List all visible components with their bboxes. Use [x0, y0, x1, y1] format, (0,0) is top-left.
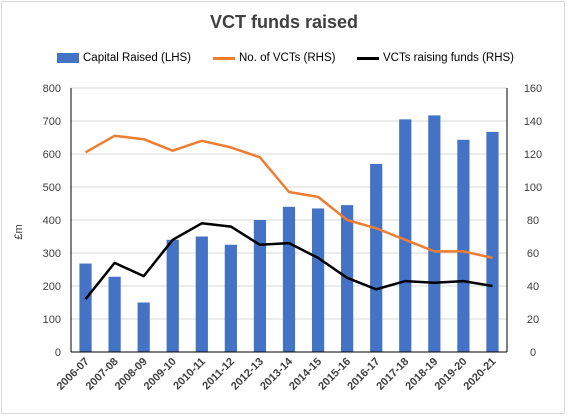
y-tick-label-left: 600 [43, 149, 61, 161]
series-line [84, 222, 493, 300]
y-tick-label-left: 100 [43, 314, 61, 326]
y-tick-label-right: 100 [524, 182, 542, 194]
legend-swatch-no-of-vcts [213, 56, 235, 60]
legend-swatch-capital-raised [57, 53, 79, 63]
bar [253, 220, 267, 352]
y-tick-label-right: 0 [530, 347, 536, 359]
legend-item-vcts-raising-funds: VCTs raising funds (RHS) [357, 52, 514, 64]
y-tick-label-right: 20 [527, 314, 539, 326]
legend-label-capital-raised: Capital Raised (LHS) [83, 52, 192, 64]
y-tick-label-left: 500 [43, 182, 61, 194]
x-tick-label: 2020-21 [462, 356, 499, 393]
bar [311, 208, 325, 352]
bar [486, 131, 499, 352]
bar [195, 236, 208, 352]
y-tick-label-right: 140 [524, 116, 542, 128]
bar [79, 263, 92, 352]
series-line [84, 134, 493, 260]
legend-label-no-of-vcts: No. of VCTs (RHS) [239, 52, 336, 64]
y-tick-label-left: 400 [43, 215, 61, 227]
bar [457, 139, 470, 352]
chart-legend: Capital Raised (LHS) No. of VCTs (RHS) V… [0, 52, 568, 68]
legend-item-capital-raised: Capital Raised (LHS) [57, 52, 191, 64]
bar [399, 119, 412, 352]
y-tick-label-left: 200 [43, 281, 61, 293]
legend-swatch-vcts-raising-funds [357, 56, 379, 60]
bar [137, 302, 150, 352]
y-axis-label: £m [13, 224, 25, 239]
y-tick-label-right: 160 [524, 83, 542, 95]
bar [108, 276, 121, 352]
y-tick-label-right: 60 [527, 248, 539, 260]
bar [282, 206, 296, 352]
legend-item-no-of-vcts: No. of VCTs (RHS) [213, 52, 336, 64]
bar [428, 115, 441, 352]
legend-label-vcts-raising-funds: VCTs raising funds (RHS) [383, 52, 515, 64]
y-tick-label-right: 80 [527, 215, 539, 227]
y-tick-label-left: 300 [43, 248, 61, 260]
y-tick-label-left: 800 [43, 83, 61, 95]
y-tick-label-left: 0 [55, 347, 61, 359]
bar [224, 244, 237, 352]
y-tick-label-right: 40 [527, 281, 539, 293]
y-tick-label-right: 120 [524, 149, 542, 161]
bar [370, 163, 383, 352]
bar [166, 239, 179, 352]
y-tick-label-left: 700 [43, 116, 61, 128]
chart-title: VCT funds raised [209, 12, 359, 32]
